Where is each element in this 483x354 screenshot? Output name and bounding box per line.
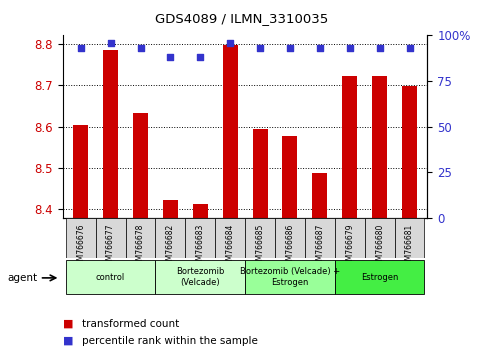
- Bar: [223, 45, 238, 218]
- Bar: [395, 218, 425, 258]
- Point: [197, 55, 204, 60]
- Text: GDS4089 / ILMN_3310035: GDS4089 / ILMN_3310035: [155, 12, 328, 25]
- Point: [316, 45, 324, 51]
- Text: GSM766683: GSM766683: [196, 224, 205, 270]
- Bar: [372, 76, 387, 218]
- Text: GSM766679: GSM766679: [345, 224, 354, 270]
- Bar: [66, 218, 96, 258]
- Bar: [253, 129, 268, 218]
- Text: GSM766685: GSM766685: [256, 224, 265, 270]
- Bar: [163, 200, 178, 218]
- Bar: [245, 218, 275, 258]
- Text: GSM766686: GSM766686: [285, 224, 295, 270]
- Bar: [103, 50, 118, 218]
- Point: [77, 45, 85, 51]
- Text: control: control: [96, 273, 125, 281]
- Bar: [133, 113, 148, 218]
- Text: GSM766678: GSM766678: [136, 224, 145, 270]
- FancyBboxPatch shape: [245, 259, 335, 295]
- FancyBboxPatch shape: [335, 259, 425, 295]
- Point: [286, 45, 294, 51]
- Bar: [335, 218, 365, 258]
- FancyBboxPatch shape: [156, 259, 245, 295]
- Bar: [96, 218, 126, 258]
- Bar: [156, 218, 185, 258]
- Point: [107, 40, 114, 46]
- FancyBboxPatch shape: [66, 259, 156, 295]
- Text: GSM766676: GSM766676: [76, 224, 85, 270]
- Point: [376, 45, 384, 51]
- Text: GSM766687: GSM766687: [315, 224, 325, 270]
- Text: GSM766680: GSM766680: [375, 224, 384, 270]
- Bar: [215, 218, 245, 258]
- Text: Bortezomib (Velcade) +
Estrogen: Bortezomib (Velcade) + Estrogen: [240, 267, 340, 287]
- Point: [346, 45, 354, 51]
- Text: Bortezomib
(Velcade): Bortezomib (Velcade): [176, 267, 225, 287]
- Text: GSM766682: GSM766682: [166, 224, 175, 270]
- Text: percentile rank within the sample: percentile rank within the sample: [82, 336, 258, 346]
- Bar: [73, 125, 88, 218]
- Bar: [305, 218, 335, 258]
- Point: [167, 55, 174, 60]
- Bar: [342, 76, 357, 218]
- Bar: [283, 136, 298, 218]
- Text: GSM766684: GSM766684: [226, 224, 235, 270]
- Bar: [365, 218, 395, 258]
- Text: transformed count: transformed count: [82, 319, 179, 329]
- Point: [256, 45, 264, 51]
- Bar: [193, 204, 208, 218]
- Bar: [275, 218, 305, 258]
- Bar: [126, 218, 156, 258]
- Point: [227, 40, 234, 46]
- Text: Estrogen: Estrogen: [361, 273, 398, 281]
- Text: GSM766677: GSM766677: [106, 224, 115, 270]
- Point: [137, 45, 144, 51]
- Bar: [185, 218, 215, 258]
- Text: ■: ■: [63, 319, 73, 329]
- Bar: [402, 86, 417, 218]
- Text: ■: ■: [63, 336, 73, 346]
- Text: GSM766681: GSM766681: [405, 224, 414, 270]
- Bar: [313, 173, 327, 218]
- Text: agent: agent: [7, 273, 37, 283]
- Point: [406, 45, 413, 51]
